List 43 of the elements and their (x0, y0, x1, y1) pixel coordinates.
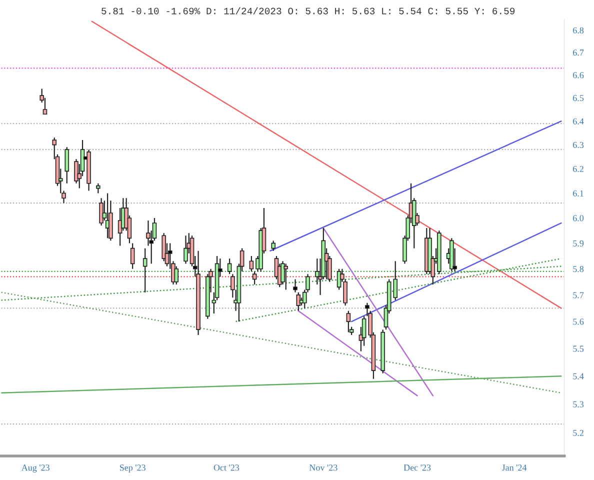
candlestick (280, 260, 285, 286)
y-tick-label: 6.6 (573, 72, 584, 78)
candlestick (293, 278, 298, 293)
candlestick (42, 97, 48, 115)
candlestick (393, 260, 398, 301)
candlestick (271, 240, 276, 252)
y-tick-label: 6.1 (573, 190, 584, 196)
candlestick (142, 248, 148, 293)
candlestick (64, 146, 70, 184)
candlestick (184, 235, 188, 264)
y-tick-label: 6.7 (573, 50, 584, 56)
y-tick-label: 6.3 (573, 142, 584, 148)
y-tick-label: 6.4 (573, 118, 584, 124)
y-tick-label: 5.2 (573, 430, 584, 436)
x-tick-label: Dec '23 (404, 464, 431, 471)
x-tick-label: Sep '23 (120, 464, 146, 473)
y-tick-label: 5.5 (573, 346, 584, 352)
candlestick (252, 270, 257, 286)
x-tick-label: Nov '23 (309, 464, 338, 471)
y-tick-label: 6.0 (573, 215, 584, 222)
candlestick (284, 263, 288, 290)
candlestick (130, 242, 135, 270)
candlestick (96, 182, 100, 194)
candlestick (346, 310, 351, 333)
y-tick-label: 5.4 (573, 373, 584, 380)
y-tick-label: 6.5 (573, 95, 584, 102)
candlestick (227, 258, 232, 275)
candlestick (296, 292, 301, 312)
candlestick (174, 266, 179, 286)
candlestick (99, 198, 104, 226)
chart-subtitle: 5.81 -0.10 -1.69% D: 11/24/2023 O: 5.63 H: 5.63 L: 5.54 C: 5.55 Y: 6.59 (102, 7, 515, 14)
y-tick-label: 5.7 (573, 292, 584, 298)
y-tick-label: 6.2 (573, 166, 584, 172)
candlestick (62, 190, 66, 204)
y-tick-label: 5.6 (573, 318, 584, 325)
y-tick-label: 6.8 (573, 27, 584, 34)
x-tick-label: Oct '23 (214, 464, 240, 471)
x-tick-label: Aug '23 (21, 464, 50, 473)
y-tick-label: 5.8 (573, 266, 584, 272)
x-tick-label: Jan '24 (502, 464, 527, 471)
y-tick-label: 5.9 (573, 240, 584, 246)
candlestick (249, 255, 254, 272)
y-tick-label: 5.3 (573, 401, 584, 408)
